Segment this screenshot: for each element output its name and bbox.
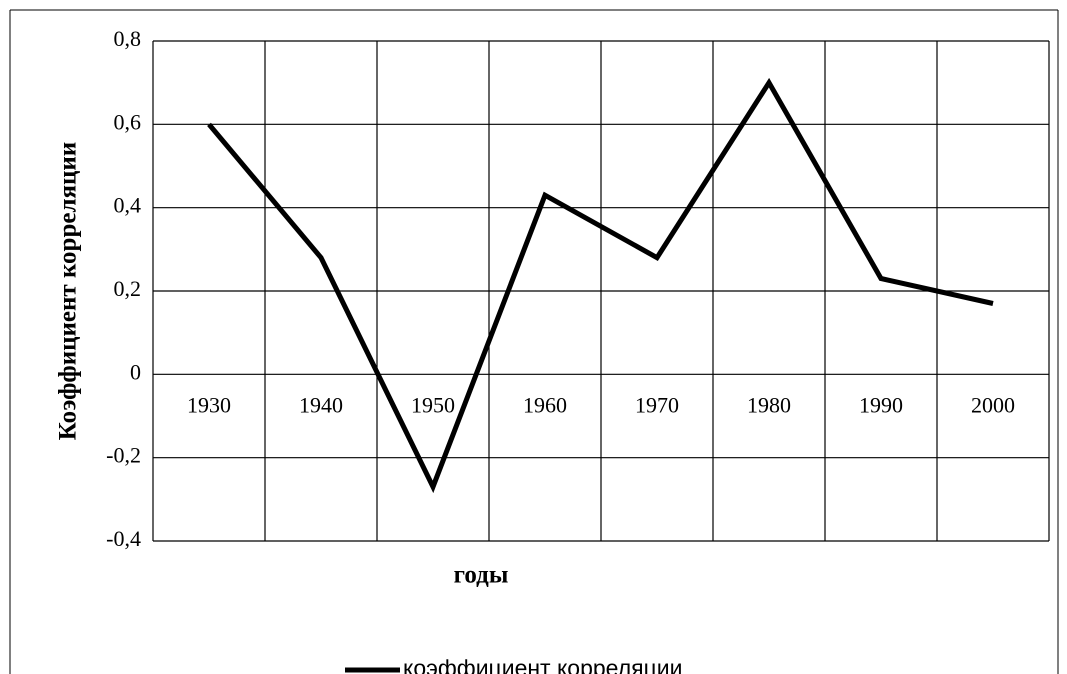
series-line (207, 77, 994, 494)
x-tick-label: 2000 (971, 392, 1015, 417)
x-tick-label: 1990 (859, 392, 903, 417)
y-tick-label: 0 (130, 359, 141, 384)
x-tick-label: 1980 (747, 392, 791, 417)
x-tick-label: 1960 (523, 392, 567, 417)
y-tick-label: 0,6 (114, 109, 142, 134)
x-axis-label: годы (454, 562, 509, 589)
legend-label: коэффициент корреляции (403, 655, 682, 674)
x-tick-label: 1970 (635, 392, 679, 417)
y-tick-label: -0,2 (106, 443, 141, 468)
y-tick-label: 0,2 (114, 276, 142, 301)
y-axis-label: Коэффициент корреляции (55, 142, 82, 440)
y-tick-label: 0,4 (114, 193, 142, 218)
x-tick-label: 1940 (299, 392, 343, 417)
x-tick-label: 1950 (411, 392, 455, 417)
y-tick-label: -0,4 (106, 526, 141, 551)
y-tick-label: 0,8 (114, 26, 142, 51)
x-tick-label: 1930 (187, 392, 231, 417)
